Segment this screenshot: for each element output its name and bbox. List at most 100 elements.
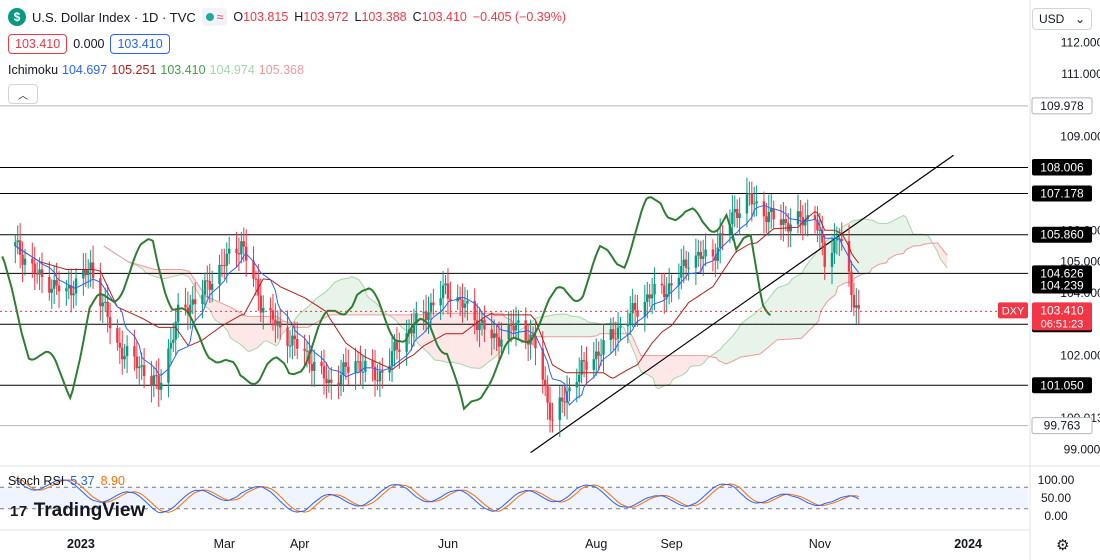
candle-body: [653, 283, 656, 295]
ichimoku-cloud-segment: [908, 222, 911, 249]
candle-body: [514, 322, 518, 331]
candle-body: [543, 379, 547, 385]
candle-body: [582, 360, 586, 362]
candle-body: [439, 298, 442, 306]
ichimoku-cloud-segment: [327, 287, 330, 317]
candle-body: [262, 308, 265, 313]
price-level-badge: [1031, 97, 1093, 115]
ichimoku-legend[interactable]: Ichimoku 104.697 105.251 103.410 104.974…: [8, 63, 304, 77]
candle-body: [274, 319, 277, 326]
symbol-title[interactable]: U.S. Dollar Index · 1D · TVC: [32, 9, 196, 25]
ichimoku-cloud-segment: [580, 317, 583, 337]
candle-body: [21, 254, 24, 265]
ichimoku-cloud-segment: [862, 218, 870, 275]
candle-body: [796, 211, 800, 225]
market-status-pill[interactable]: ≈: [201, 8, 228, 26]
candle-body: [534, 335, 537, 349]
candle-body: [155, 375, 158, 377]
ichimoku-cloud-segment: [944, 252, 948, 268]
ichimoku-cloud-segment: [769, 294, 773, 346]
ichimoku-cloud-segment: [927, 235, 931, 244]
candle-body: [852, 295, 856, 308]
price-tick-label: 99.000: [1064, 442, 1100, 456]
candle-body: [432, 302, 435, 306]
tenkan-sen-line: [15, 204, 860, 406]
ichimoku-cloud-segment: [825, 239, 829, 304]
candle-body: [480, 319, 484, 323]
ichimoku-value: 103.410: [160, 63, 206, 77]
candle-body: [121, 347, 124, 360]
ichimoku-cloud-segment: [774, 288, 778, 342]
ichimoku-cloud-segment: [869, 219, 872, 273]
candle-body: [857, 305, 860, 309]
ichimoku-cloud-segment: [657, 355, 666, 389]
currency-selector[interactable]: USD ⌄: [1032, 8, 1092, 30]
chevron-down-icon: ⌄: [1074, 12, 1085, 26]
ichimoku-cloud-segment: [670, 355, 673, 385]
ichimoku-cloud-segment: [757, 308, 761, 355]
ichimoku-cloud-segment: [913, 234, 921, 246]
candle-body: [16, 240, 19, 243]
candle-body: [89, 262, 92, 271]
ichimoku-cloud-segment: [463, 313, 466, 367]
candle-body: [159, 382, 163, 390]
ichimoku-cloud-segment: [820, 243, 824, 312]
ichimoku-cloud-segment: [434, 313, 437, 361]
candle-body: [745, 194, 749, 214]
candle-body: [412, 325, 416, 334]
candle-body: [697, 251, 700, 256]
time-tick-label: Mar: [214, 537, 236, 551]
candle-body: [91, 262, 95, 279]
price-level-label: 99.763: [1044, 419, 1081, 433]
candle-body: [558, 397, 561, 420]
ichimoku-cloud-segment: [444, 313, 447, 363]
buy-price-box[interactable]: 103.410: [110, 34, 170, 54]
candle-body: [701, 256, 705, 259]
settings-gear-icon[interactable]: ⚙: [1056, 537, 1070, 554]
candle-body: [320, 361, 323, 367]
ichimoku-cloud-segment: [674, 355, 683, 379]
candle-body: [291, 335, 294, 346]
candle-body: [495, 333, 498, 338]
ichimoku-cloud-segment: [344, 278, 347, 315]
stoch-rsi-legend[interactable]: Stoch RSI 5.37 8.90: [8, 474, 125, 488]
sell-price-box[interactable]: 103.410: [8, 34, 68, 54]
price-tick-label: 109.000: [1060, 129, 1100, 143]
ohlc-high: H103.972: [294, 10, 349, 24]
ichimoku-cloud-segment: [436, 313, 445, 362]
delayed-data-icon: ≈: [216, 10, 224, 24]
candle-body: [646, 294, 649, 303]
candle-body: [361, 371, 365, 373]
ichimoku-cloud-segment: [400, 314, 403, 329]
ichimoku-cloud-segment: [859, 218, 863, 276]
candle-body: [55, 279, 58, 286]
ichimoku-cloud-segment: [794, 273, 802, 339]
stoch-rsi-k: 5.37: [70, 474, 95, 488]
candle-body: [424, 311, 428, 321]
time-tick-label: Jun: [438, 537, 458, 551]
ichimoku-cloud-segment: [358, 279, 362, 315]
candle-body: [376, 380, 379, 382]
tradingview-logo-icon: 17: [10, 502, 28, 520]
candle-body: [191, 299, 194, 305]
ichimoku-cloud-segment: [465, 313, 469, 367]
candle-body: [517, 320, 520, 323]
candle-body: [201, 294, 204, 305]
ichimoku-cloud-segment: [735, 328, 739, 360]
candle-body: [347, 366, 350, 373]
candle-body: [684, 259, 688, 268]
candle-body: [787, 223, 790, 232]
candle-body: [429, 302, 433, 313]
candle-body: [612, 329, 615, 339]
stoch-rsi-label: Stoch RSI: [8, 474, 65, 488]
collapse-legend-button[interactable]: ︿: [8, 84, 38, 104]
candle-body: [167, 348, 170, 383]
candle-body: [378, 371, 382, 382]
candle-body: [546, 384, 549, 403]
candle-body: [218, 264, 221, 284]
candle-body: [50, 288, 53, 293]
time-tick-label: Nov: [809, 537, 832, 551]
candle-body: [388, 365, 391, 373]
candle-body: [750, 193, 753, 205]
